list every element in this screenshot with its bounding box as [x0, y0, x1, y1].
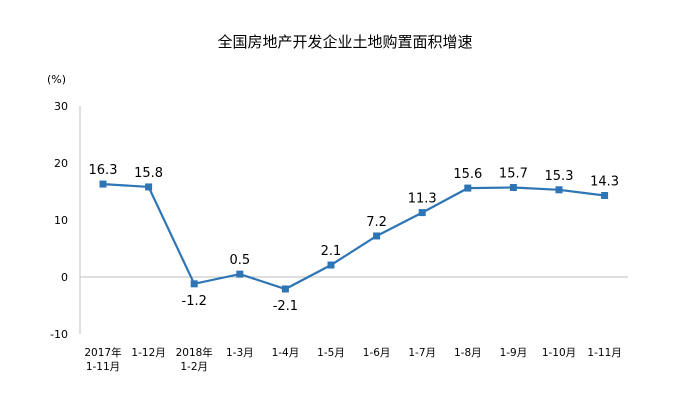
x-tick-label-line: 1-8月	[454, 347, 482, 359]
y-axis-unit-label: (%)	[47, 73, 66, 86]
data-label: 11.3	[408, 192, 437, 207]
x-tick-label-line: 2018年	[176, 346, 213, 359]
data-label: 15.3	[545, 169, 574, 184]
data-point-marker	[464, 184, 472, 192]
data-point-marker	[190, 280, 198, 288]
x-tick-label-line: 1-12月	[131, 347, 165, 359]
x-tick-label-line: 2017年	[84, 346, 121, 359]
data-point-marker	[236, 270, 244, 278]
data-label: 14.3	[590, 174, 619, 189]
x-tick-label-line: 1-3月	[226, 347, 254, 359]
data-label: 2.1	[321, 244, 342, 259]
x-tick-label: 1-4月	[272, 347, 300, 359]
y-tick-label: -10	[50, 328, 68, 341]
x-tick-label: 1-10月	[542, 347, 576, 359]
y-tick-label: 0	[61, 271, 68, 284]
data-label: 7.2	[366, 215, 387, 230]
data-label: 15.8	[134, 166, 163, 181]
y-axis-ticks: 30 20 10 0 -10	[50, 100, 68, 341]
data-label: 15.7	[499, 167, 528, 182]
data-markers	[99, 180, 609, 293]
x-tick-label-line: 1-10月	[542, 347, 576, 359]
x-tick-label-line: 1-2月	[180, 361, 208, 373]
x-tick-label-line: 1-11月	[587, 347, 621, 359]
data-point-marker	[145, 183, 153, 191]
data-point-marker	[555, 186, 563, 194]
x-axis-ticks: 2017年 1-11月 1-12月 2018年 1-2月 1-3月 1-4月 1-5月 1-6月…	[84, 346, 621, 373]
chart-title: 全国房地产开发企业土地购置面积增速	[217, 33, 472, 51]
x-tick-label: 1-11月	[587, 347, 621, 359]
data-point-marker	[327, 261, 335, 269]
x-tick-label: 1-12月	[131, 347, 165, 359]
x-tick-label-line: 1-4月	[272, 347, 300, 359]
data-point-marker	[509, 184, 517, 192]
data-point-marker	[373, 232, 381, 240]
x-tick-label: 2017年 1-11月	[84, 346, 121, 373]
x-tick-label: 1-5月	[317, 347, 345, 359]
data-label: -1.2	[182, 294, 207, 309]
data-point-marker	[281, 285, 289, 293]
x-tick-label: 1-3月	[226, 347, 254, 359]
x-tick-label-line: 1-9月	[500, 347, 528, 359]
y-tick-label: 20	[54, 157, 68, 170]
data-point-marker	[601, 191, 609, 199]
x-tick-label: 1-9月	[500, 347, 528, 359]
x-tick-label: 1-8月	[454, 347, 482, 359]
x-tick-label-line: 1-6月	[363, 347, 391, 359]
data-labels: 16.3 15.8 -1.2 0.5 -2.1 2.1 7.2 11.3 15.6 15.7 15.…	[89, 163, 620, 314]
data-point-marker	[99, 180, 107, 188]
x-tick-label-line: 1-5月	[317, 347, 345, 359]
x-tick-label-line: 1-11月	[86, 361, 120, 373]
x-tick-label-line: 1-7月	[408, 347, 436, 359]
data-label: -2.1	[273, 299, 298, 314]
x-tick-label: 2018年 1-2月	[176, 346, 213, 373]
series-line	[102, 183, 605, 291]
data-point-marker	[418, 209, 426, 217]
y-tick-label: 30	[54, 100, 68, 113]
data-label: 0.5	[229, 253, 250, 268]
x-tick-label: 1-7月	[408, 347, 436, 359]
data-label: 16.3	[89, 163, 118, 178]
data-label: 15.6	[453, 167, 482, 182]
y-tick-label: 10	[54, 214, 68, 227]
x-tick-label: 1-6月	[363, 347, 391, 359]
